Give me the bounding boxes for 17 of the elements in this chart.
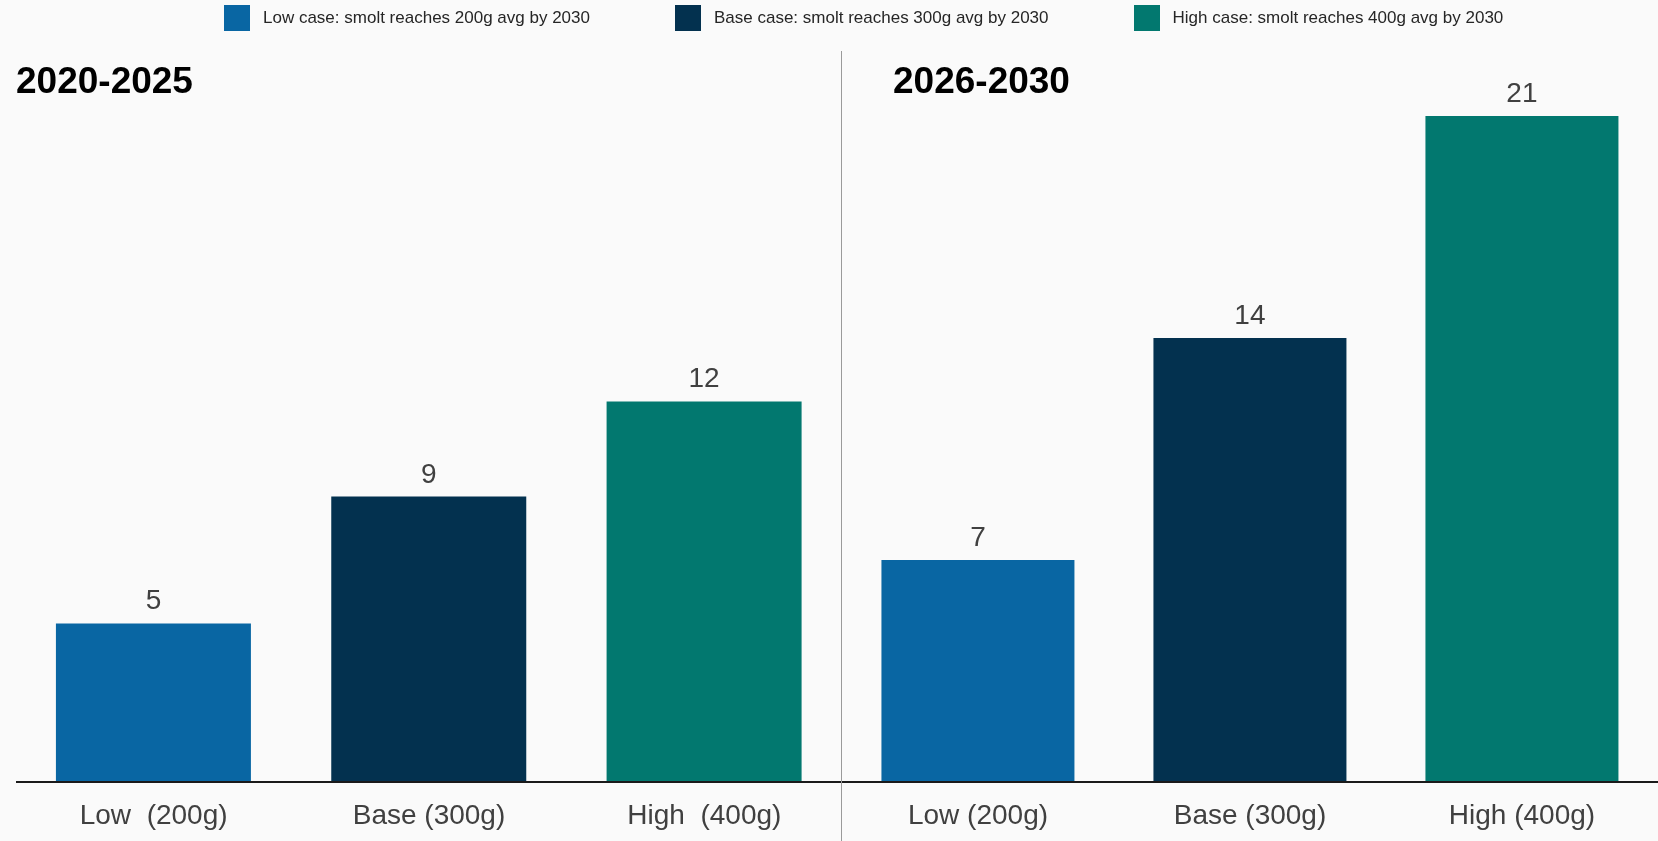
x-tick-label: High (400g) [1448,798,1596,830]
x-tick-label: High (400g) [627,798,782,830]
legend-label: Low case: smolt reaches 200g avg by 2030 [263,8,590,28]
chart-title: 2020-2025 [16,60,193,101]
data-label: 7 [970,521,986,552]
x-tick-label: Base (300g) [1173,798,1327,830]
x-tick-label: Low (200g) [907,798,1049,830]
x-tick-label: Low (200g) [79,798,228,830]
x-tick-label: Base (300g) [352,798,506,830]
data-label: 21 [1506,77,1538,108]
legend-label: Base case: smolt reaches 300g avg by 2030 [713,8,1049,28]
data-label: 9 [420,457,437,489]
legend-label: High case: smolt reaches 400g avg by 2030 [1172,8,1504,28]
chart-title: 2026-2030 [893,60,1070,101]
data-label: 14 [1234,299,1266,330]
data-label: 5 [145,584,162,616]
data-label: 12 [688,362,720,394]
